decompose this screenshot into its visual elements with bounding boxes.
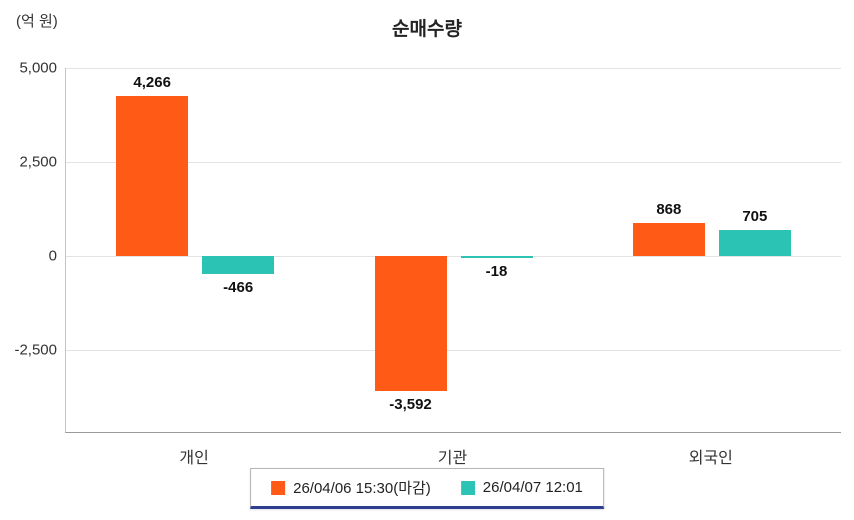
x-category-label-2: 기관 <box>437 450 468 467</box>
value-label-series2-cat3: 705 <box>742 207 768 225</box>
y-axis-unit-label: (억 원) <box>16 13 58 30</box>
legend-item-2: 26/04/07 12:01 <box>460 479 583 496</box>
value-label-series2-cat2: -18 <box>485 262 508 280</box>
legend: 26/04/06 15:30(마감) 26/04/07 12:01 <box>250 468 604 509</box>
bar-series2-cat2 <box>460 256 533 258</box>
bar-series1-cat2 <box>374 256 447 392</box>
value-label-series1-cat3: 868 <box>656 201 682 219</box>
chart-title: 순매수량 <box>392 19 462 40</box>
gridline-3 <box>66 350 841 352</box>
gridline-2 <box>66 256 841 258</box>
legend-item-1: 26/04/06 15:30(마감) <box>271 477 431 498</box>
bar-series1-cat3 <box>632 223 705 256</box>
bar-series1-cat1 <box>116 95 189 256</box>
legend-swatch-1 <box>271 480 286 495</box>
plot-area: 5,000 2,500 0 -2,500 4,266 -466 -3,592 -18 868 70… <box>14 60 841 433</box>
value-label-series2-cat1: -466 <box>223 278 254 296</box>
gridline-0 <box>66 68 841 69</box>
y-tick-label-0: 5,000 <box>19 59 57 77</box>
bar-series2-cat3 <box>718 229 791 256</box>
bar-series2-cat1 <box>202 256 275 274</box>
y-tick-label-2: 0 <box>48 247 57 265</box>
y-tick-label-1: 2,500 <box>19 153 57 171</box>
legend-swatch-2 <box>460 480 475 495</box>
y-tick-label-3: -2,500 <box>14 341 57 359</box>
x-category-label-3: 외국인 <box>688 450 733 467</box>
legend-label-2: 26/04/07 12:01 <box>482 479 583 496</box>
legend-label-1: 26/04/06 15:30(마감) <box>293 480 431 497</box>
value-label-series1-cat1: 4,266 <box>133 73 171 91</box>
x-category-label-1: 개인 <box>179 450 209 467</box>
gridline-1 <box>66 162 841 163</box>
value-label-series1-cat2: -3,592 <box>389 396 432 414</box>
